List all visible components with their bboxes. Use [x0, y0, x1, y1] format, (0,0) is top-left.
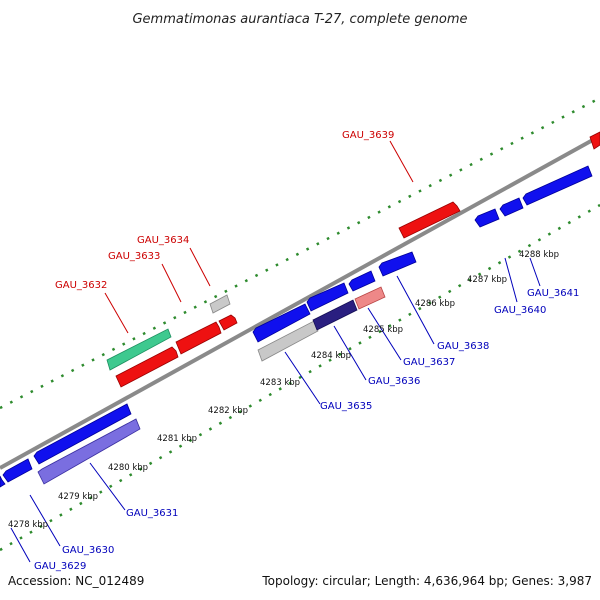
gene-label-gau-3631[interactable]: GAU_3631	[126, 508, 178, 519]
gene-block-gau-3636[interactable]	[306, 282, 349, 312]
leader-gau-3640	[504, 257, 518, 303]
gene-label-gau-3635[interactable]: GAU_3635	[320, 401, 372, 412]
gene-block-gau-3640b[interactable]	[499, 197, 524, 217]
reverse-tick-ring	[0, 203, 600, 552]
gene-block-gau-3631b[interactable]	[37, 418, 141, 485]
gene-label-gau-3638[interactable]: GAU_3638	[437, 341, 489, 352]
gene-label-gau-3639[interactable]: GAU_3639	[342, 130, 394, 141]
gene-label-gau-3633[interactable]: GAU_3633	[108, 251, 160, 262]
forward-tick-ring	[0, 96, 600, 410]
gene-block-gau-3630[interactable]	[2, 458, 33, 483]
leader-gau-3639	[389, 140, 414, 183]
gene-label-gau-3637[interactable]: GAU_3637	[403, 357, 455, 368]
leader-gau-3629	[10, 527, 31, 563]
kbp-marker: 4281 kbp	[157, 434, 197, 444]
gene-label-gau-3641[interactable]: GAU_3641	[527, 288, 579, 299]
leader-gau-3637	[367, 307, 402, 361]
kbp-markers: 4278 kbp 4279 kbp 4280 kbp 4281 kbp 4282…	[8, 250, 559, 530]
kbp-marker: 4280 kbp	[108, 463, 148, 473]
kbp-marker: 4282 kbp	[208, 406, 248, 416]
gene-block-gau-3637b[interactable]	[348, 270, 376, 292]
gene-block-gau-3631[interactable]	[33, 403, 132, 465]
gene-block-gau-3638[interactable]	[378, 251, 417, 277]
kbp-marker: 4288 kbp	[519, 250, 559, 260]
leader-gau-3635	[284, 351, 321, 405]
kbp-marker: 4283 kbp	[260, 378, 300, 388]
leader-gau-3633	[161, 263, 182, 303]
leader-gau-3632	[104, 292, 129, 334]
kbp-marker: 4284 kbp	[311, 351, 351, 361]
forward-genes	[106, 131, 600, 388]
leader-gau-3631	[89, 462, 126, 511]
map-title: Gemmatimonas aurantiaca T-27, complete g…	[132, 12, 467, 27]
leader-lines	[10, 140, 541, 563]
gene-block-gau-3635[interactable]	[252, 303, 311, 343]
gene-label-gau-3630[interactable]: GAU_3630	[62, 545, 114, 556]
gene-label-gau-3629[interactable]: GAU_3629	[34, 561, 86, 572]
leader-gau-3641	[529, 257, 541, 287]
gene-block-gau-3629[interactable]	[0, 475, 6, 488]
reverse-genes	[0, 165, 593, 488]
gene-block-gau-3635b[interactable]	[257, 320, 319, 362]
gene-label-gau-3634[interactable]: GAU_3634	[137, 235, 189, 246]
leader-gau-3638	[396, 275, 435, 345]
leader-gau-3630	[29, 494, 61, 547]
gene-label-gau-3636[interactable]: GAU_3636	[368, 376, 420, 387]
accession-text: Accession: NC_012489	[8, 574, 144, 588]
kbp-marker: 4279 kbp	[58, 492, 98, 502]
gene-block-gau-3637[interactable]	[354, 286, 386, 310]
gene-block-gau-3636b[interactable]	[312, 299, 358, 331]
gene-block-right-edge[interactable]	[589, 131, 600, 150]
leader-gau-3634	[189, 247, 211, 287]
gene-label-gau-3640[interactable]: GAU_3640	[494, 305, 546, 316]
gene-label-gau-3632[interactable]: GAU_3632	[55, 280, 107, 291]
kbp-marker: 4285 kbp	[363, 325, 403, 335]
gene-block-gau-3639[interactable]	[398, 201, 461, 239]
kbp-marker: 4287 kbp	[467, 275, 507, 285]
gene-labels: GAU_3629 GAU_3630 GAU_3631 GAU_3632 GAU_…	[34, 130, 579, 572]
topology-summary-text: Topology: circular; Length: 4,636,964 bp…	[261, 574, 592, 588]
gene-block-gau-3632[interactable]	[106, 328, 172, 371]
gene-block-gau-3633b[interactable]	[175, 321, 222, 355]
kbp-marker: 4286 kbp	[415, 299, 455, 309]
gene-block-gau-3640[interactable]	[474, 208, 500, 228]
gene-block-gau-3634b[interactable]	[218, 314, 238, 331]
genome-backbone	[0, 134, 600, 470]
leader-gau-3636	[333, 325, 367, 381]
gene-block-gau-3641[interactable]	[522, 165, 593, 206]
kbp-marker: 4278 kbp	[8, 520, 48, 530]
gene-block-gau-3634[interactable]	[209, 294, 231, 314]
gene-block-gau-3633[interactable]	[115, 346, 179, 388]
